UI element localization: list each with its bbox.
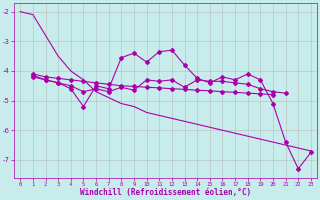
X-axis label: Windchill (Refroidissement éolien,°C): Windchill (Refroidissement éolien,°C) [80,188,251,197]
